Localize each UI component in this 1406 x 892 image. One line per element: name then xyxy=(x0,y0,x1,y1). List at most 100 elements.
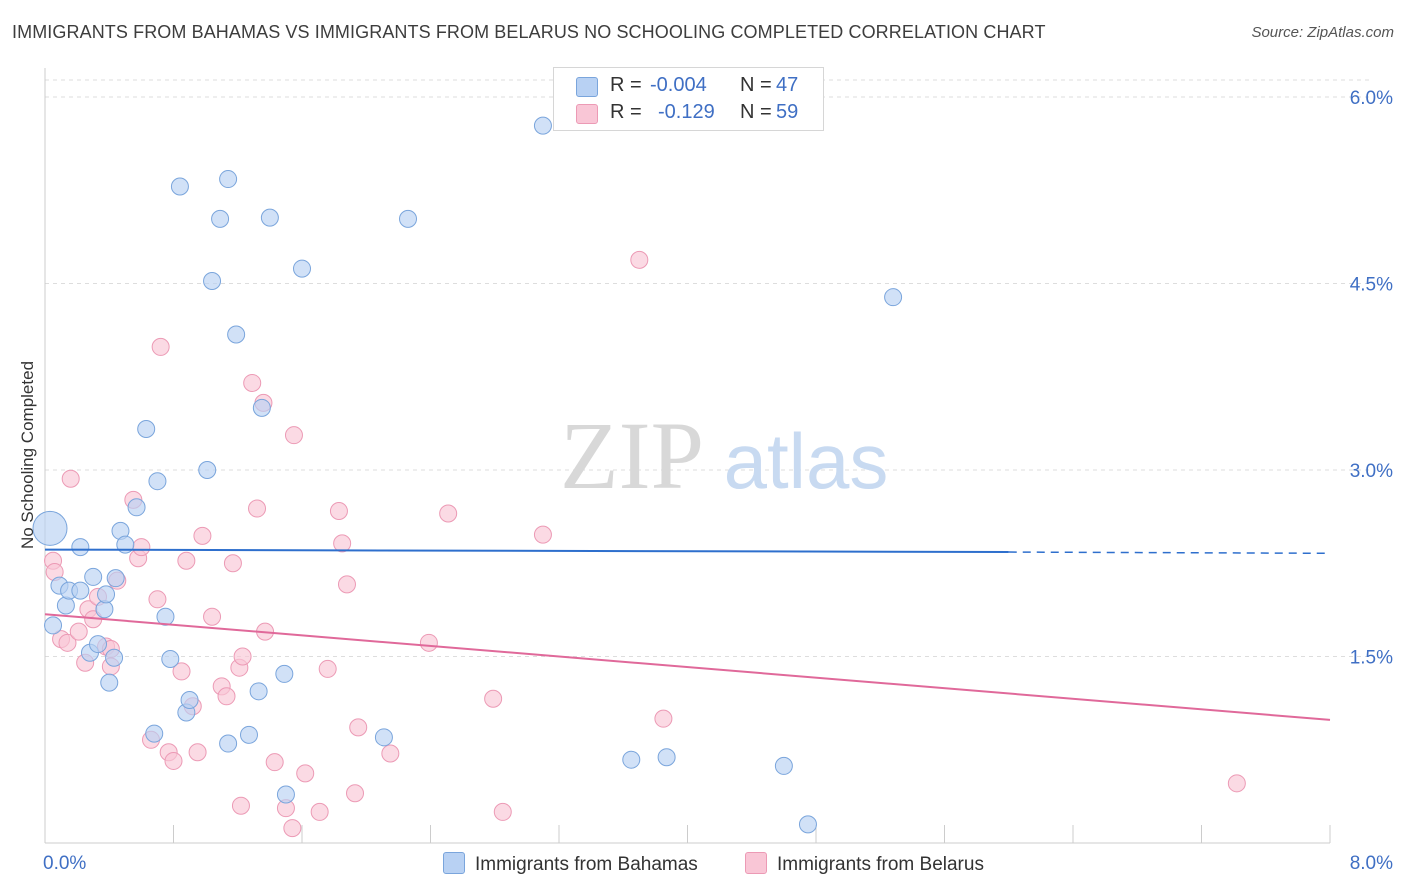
bahamas-point xyxy=(219,734,238,753)
bahamas-point xyxy=(44,616,63,635)
bahamas-point xyxy=(533,116,552,135)
bottom-legend-label-belarus: Immigrants from Belarus xyxy=(777,854,984,875)
x-tick-label-min: 0.0% xyxy=(43,853,86,874)
belarus-point xyxy=(346,784,365,803)
belarus-point xyxy=(381,744,400,763)
belarus-point xyxy=(265,753,284,772)
y-tick-label: 1.5% xyxy=(1350,648,1393,669)
bahamas-point xyxy=(239,725,258,744)
bahamas-point xyxy=(260,208,279,227)
belarus-point xyxy=(243,373,262,392)
bahamas-point xyxy=(211,209,230,228)
belarus-point xyxy=(248,499,267,518)
belarus-point xyxy=(172,662,191,681)
bahamas-point xyxy=(71,581,90,600)
legend-r-label: R = xyxy=(610,101,642,123)
legend-n-label: N = xyxy=(740,101,772,123)
bahamas-point xyxy=(657,748,676,767)
bahamas-point xyxy=(276,785,295,804)
belarus-point xyxy=(1227,774,1246,793)
bahamas-point xyxy=(249,682,268,701)
legend-r-value-bahamas: -0.004 xyxy=(650,74,707,96)
belarus-point xyxy=(217,687,236,706)
chart-title: IMMIGRANTS FROM BAHAMAS VS IMMIGRANTS FR… xyxy=(12,22,1046,42)
bahamas-point xyxy=(145,724,164,743)
belarus-point xyxy=(188,743,207,762)
y-tick-label: 6.0% xyxy=(1350,88,1393,109)
watermark-zip: ZIP xyxy=(560,402,704,509)
bahamas-point xyxy=(198,461,217,479)
belarus-point xyxy=(223,554,242,573)
bahamas-point xyxy=(219,170,238,189)
tick-labels: 1.5% 3.0% 4.5% 6.0% 0.0% 8.0% xyxy=(43,88,1393,874)
belarus-point xyxy=(310,802,329,821)
y-axis-label: No Schooling Completed xyxy=(18,361,37,549)
bahamas-point xyxy=(89,635,108,654)
bahamas-point xyxy=(884,288,903,307)
bottom-legend-swatch-bahamas xyxy=(443,852,465,874)
belarus-point xyxy=(177,551,196,570)
y-tick-label: 4.5% xyxy=(1350,275,1393,296)
bahamas-point xyxy=(84,567,103,586)
bahamas-point xyxy=(774,756,793,775)
belarus-point xyxy=(58,633,77,652)
bahamas-point xyxy=(105,648,124,667)
bahamas-point xyxy=(106,569,125,588)
legend-r-value-belarus: -0.129 xyxy=(658,101,715,123)
bahamas-point xyxy=(275,664,294,683)
belarus-point xyxy=(349,718,368,737)
bottom-legend-swatch-belarus xyxy=(745,852,767,874)
bahamas-point xyxy=(399,209,418,228)
belarus-point xyxy=(69,622,88,641)
belarus-point xyxy=(284,426,303,445)
belarus-point xyxy=(493,802,512,821)
bahamas-point xyxy=(137,419,156,438)
legend: R = -0.004 N = 47 R = -0.129 N = 59 xyxy=(553,67,824,131)
belarus-point xyxy=(203,607,222,626)
y-tick-label: 3.0% xyxy=(1350,461,1393,482)
legend-r-label: R = xyxy=(610,74,642,96)
bahamas-point xyxy=(227,325,246,344)
belarus-point xyxy=(148,590,167,609)
bahamas-point xyxy=(95,600,114,619)
bahamas-trend-line xyxy=(44,548,1009,554)
legend-n-value-bahamas: 47 xyxy=(776,74,799,96)
bottom-legend-label-bahamas: Immigrants from Bahamas xyxy=(475,854,698,875)
bahamas-point xyxy=(97,585,116,604)
belarus-point xyxy=(193,526,212,545)
belarus-point xyxy=(283,819,302,838)
belarus-trend-line xyxy=(44,613,1331,721)
belarus-point xyxy=(337,575,356,594)
belarus-point xyxy=(630,250,649,269)
belarus-point xyxy=(61,469,80,488)
bahamas-point xyxy=(32,510,68,546)
belarus-point xyxy=(484,689,503,708)
legend-swatch-belarus xyxy=(576,104,598,124)
bahamas-point xyxy=(127,498,146,517)
bahamas-point xyxy=(100,673,119,692)
bottom-legend-bahamas: Immigrants from Bahamas xyxy=(443,852,698,876)
bahamas-point xyxy=(252,398,271,417)
belarus-point xyxy=(318,659,337,678)
legend-n-value-belarus: 59 xyxy=(776,101,799,123)
legend-n-label: N = xyxy=(740,74,772,96)
belarus-point xyxy=(533,525,552,544)
legend-swatch-bahamas xyxy=(576,77,598,97)
bahamas-point xyxy=(293,259,311,278)
belarus-point xyxy=(151,337,170,356)
bahamas-point xyxy=(374,728,393,747)
gridlines xyxy=(45,79,1370,657)
bahamas-point xyxy=(622,750,641,769)
belarus-point xyxy=(419,633,438,652)
bahamas-trend-extension xyxy=(1008,551,1331,555)
belarus-point xyxy=(296,764,315,783)
belarus-point xyxy=(654,709,673,728)
trend-lines xyxy=(44,548,1331,721)
bottom-legend-belarus: Immigrants from Belarus xyxy=(745,852,984,876)
bahamas-point xyxy=(798,815,817,834)
bahamas-point xyxy=(170,177,189,196)
bahamas-point xyxy=(56,596,75,615)
belarus-point xyxy=(233,647,252,666)
belarus-point xyxy=(132,538,151,557)
